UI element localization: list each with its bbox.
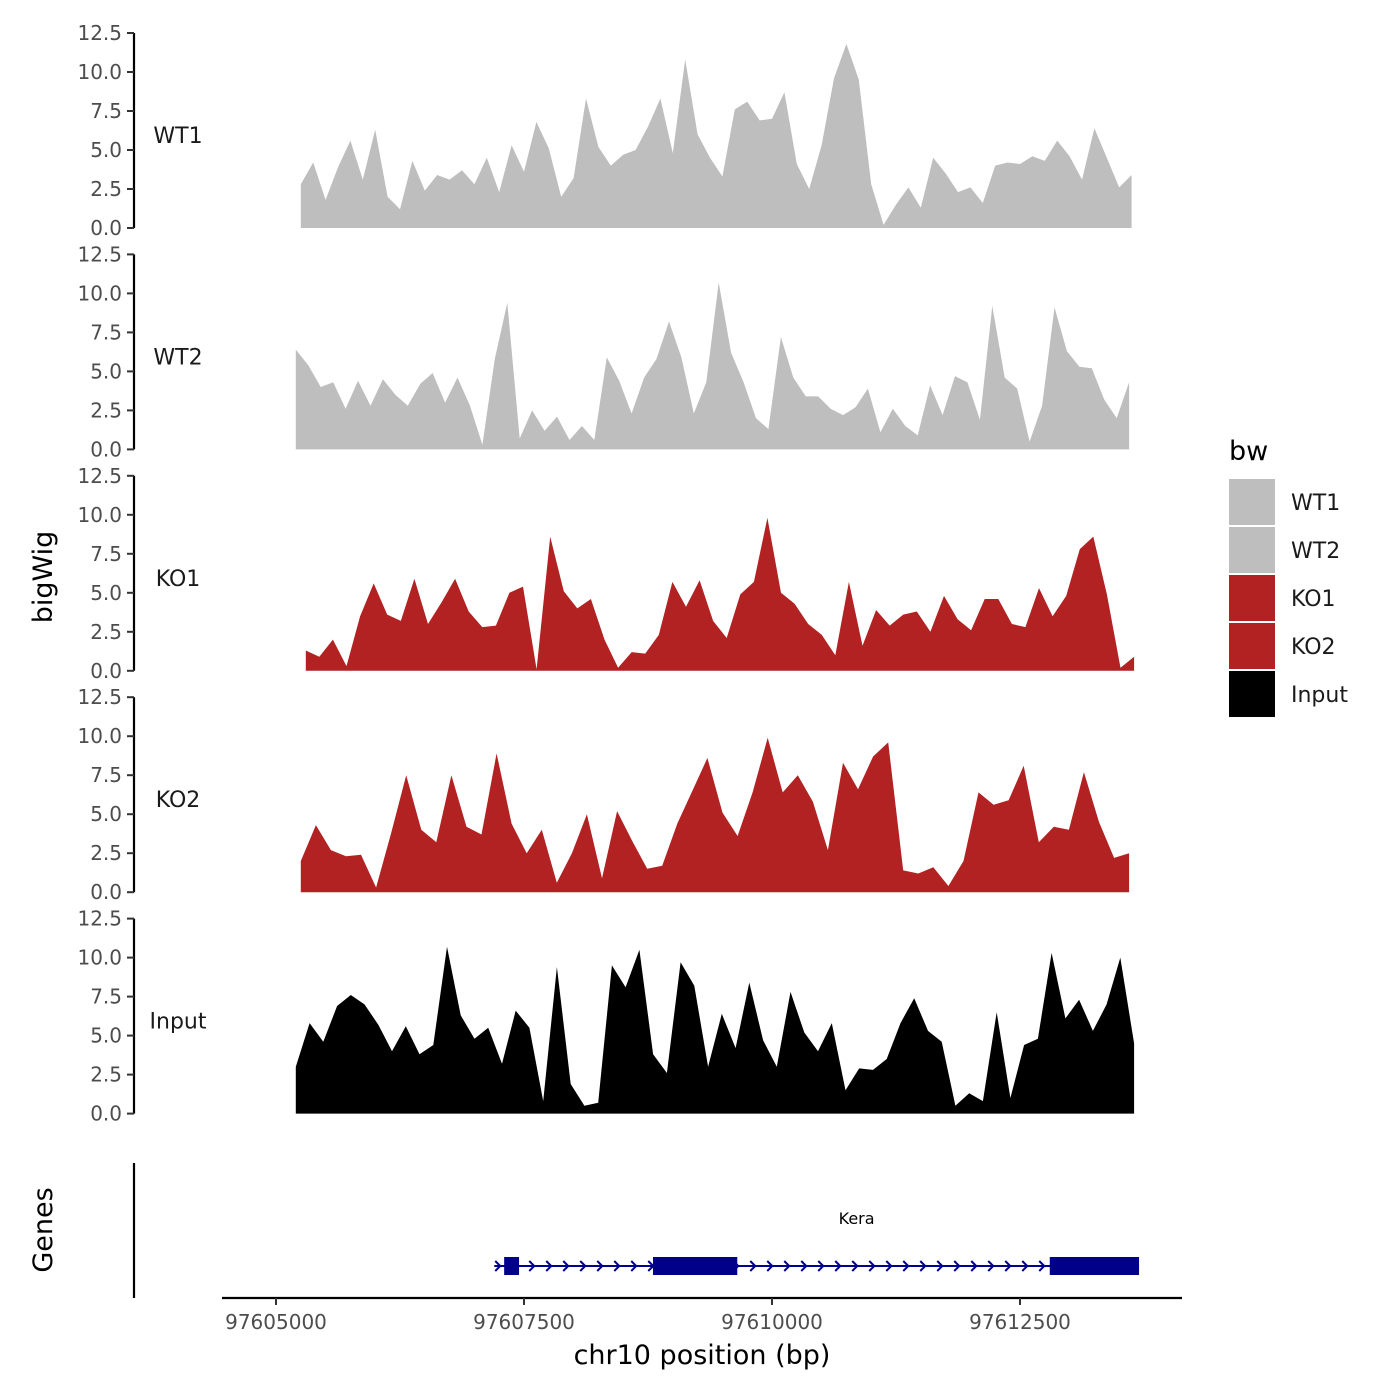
track-wt1: 0.0 2.5 5.0 7.5 10.0 12.5 WT1	[77, 21, 1132, 240]
y-tick-label: 0.0	[90, 437, 122, 461]
y-tick-label: 2.5	[90, 841, 122, 865]
legend-title: bw	[1229, 436, 1268, 467]
y-tick-label: 5.0	[90, 359, 122, 383]
strand-arrow	[1004, 1260, 1012, 1272]
strand-arrow	[834, 1260, 842, 1272]
y-tick-label: 5.0	[90, 581, 122, 605]
y-tick-label: 10.0	[77, 946, 122, 970]
legend-label: WT1	[1291, 491, 1340, 516]
strand-arrow	[579, 1260, 587, 1272]
track-ko2: 0.0 2.5 5.0 7.5 10.0 12.5 KO2	[77, 685, 1130, 904]
x-tick-label: 97605000	[225, 1310, 327, 1334]
y-tick-label: 12.5	[77, 685, 122, 709]
x-tick-label: 97610000	[721, 1310, 823, 1334]
legend-key-wt2	[1229, 527, 1275, 573]
legend-key-wt1	[1229, 479, 1275, 525]
gene-panel-title: Genes	[28, 1187, 59, 1272]
strand-arrow	[868, 1260, 876, 1272]
strand-arrow	[851, 1260, 859, 1272]
y-tick-label: 2.5	[90, 398, 122, 422]
y-tick-label: 12.5	[77, 464, 122, 488]
track-label: WT1	[153, 124, 202, 149]
x-axis: 97605000 97607500 97610000 97612500	[222, 1296, 1182, 1334]
x-tick-label: 97607500	[473, 1310, 575, 1334]
y-tick-label: 12.5	[77, 242, 122, 266]
y-tick-label: 10.0	[77, 60, 122, 84]
track-label: Input	[150, 1010, 207, 1035]
gene-name-label: Kera	[839, 1209, 875, 1228]
y-tick-label: 12.5	[77, 907, 122, 931]
coverage-area-wt2	[295, 282, 1130, 450]
strand-arrow	[936, 1260, 944, 1272]
y-tick-label: 7.5	[90, 763, 122, 787]
gene-exon	[652, 1257, 738, 1275]
track-input: 0.0 2.5 5.0 7.5 10.0 12.5 Input	[77, 907, 1135, 1126]
y-axis-title: bigWig	[28, 531, 59, 624]
track-label: WT2	[153, 345, 202, 370]
y-tick-label: 5.0	[90, 138, 122, 162]
strand-arrow	[766, 1260, 774, 1272]
strand-arrow	[783, 1260, 791, 1272]
strand-arrow	[817, 1260, 825, 1272]
y-tick-label: 7.5	[90, 985, 122, 1009]
strand-arrow	[562, 1260, 570, 1272]
y-tick-label: 10.0	[77, 724, 122, 748]
x-axis-title: chr10 position (bp)	[574, 1340, 831, 1371]
y-tick-label: 2.5	[90, 1063, 122, 1087]
track-label: KO2	[156, 788, 201, 813]
bigwig-tracks: 0.0 2.5 5.0 7.5 10.0 12.5 WT1 0.0 2.5 5.0 7.5 10.0 1…	[77, 21, 1135, 1126]
y-tick-label: 5.0	[90, 1024, 122, 1048]
y-tick-label: 0.0	[90, 216, 122, 240]
strand-arrow	[494, 1260, 502, 1272]
strand-arrow	[545, 1260, 553, 1272]
y-tick-label: 0.0	[90, 1102, 122, 1126]
strand-arrow	[749, 1260, 757, 1272]
y-tick-label: 10.0	[77, 281, 122, 305]
y-tick-label: 2.5	[90, 177, 122, 201]
strand-arrow	[528, 1260, 536, 1272]
strand-arrow	[987, 1260, 995, 1272]
y-tick-label: 5.0	[90, 802, 122, 826]
gene-exon	[1049, 1257, 1140, 1275]
strand-arrow	[1021, 1260, 1029, 1272]
strand-arrow	[800, 1260, 808, 1272]
y-tick-label: 7.5	[90, 99, 122, 123]
coverage-area-ko2	[300, 737, 1130, 893]
legend: bw WT1 WT2 KO1 KO2 Input	[1229, 436, 1348, 717]
gene-panel: Genes Kera	[28, 1163, 1140, 1298]
track-label: KO1	[156, 567, 201, 592]
strand-arrow	[919, 1260, 927, 1272]
legend-label: KO2	[1291, 635, 1336, 660]
y-tick-label: 0.0	[90, 659, 122, 683]
legend-label: WT2	[1291, 539, 1340, 564]
x-tick-label: 97612500	[969, 1310, 1071, 1334]
y-tick-label: 7.5	[90, 320, 122, 344]
strand-arrow	[613, 1260, 621, 1272]
coverage-area-wt1	[300, 43, 1132, 229]
y-tick-label: 7.5	[90, 542, 122, 566]
strand-arrow	[885, 1260, 893, 1272]
strand-arrow	[953, 1260, 961, 1272]
coverage-area-input	[295, 946, 1135, 1114]
legend-label: Input	[1291, 683, 1348, 708]
y-tick-label: 0.0	[90, 880, 122, 904]
y-tick-label: 10.0	[77, 503, 122, 527]
strand-arrow	[902, 1260, 910, 1272]
legend-key-ko2	[1229, 623, 1275, 669]
y-tick-label: 12.5	[77, 21, 122, 45]
strand-arrow	[630, 1260, 638, 1272]
y-tick-label: 2.5	[90, 620, 122, 644]
strand-arrow	[596, 1260, 604, 1272]
gene-model	[494, 1257, 1140, 1275]
legend-key-input	[1229, 671, 1275, 717]
gene-exon	[504, 1257, 520, 1275]
legend-label: KO1	[1291, 587, 1336, 612]
strand-arrow	[1038, 1260, 1046, 1272]
legend-key-ko1	[1229, 575, 1275, 621]
track-ko1: 0.0 2.5 5.0 7.5 10.0 12.5 KO1	[77, 464, 1135, 683]
strand-arrow	[970, 1260, 978, 1272]
coverage-area-ko1	[305, 517, 1135, 671]
track-wt2: 0.0 2.5 5.0 7.5 10.0 12.5 WT2	[77, 242, 1130, 461]
